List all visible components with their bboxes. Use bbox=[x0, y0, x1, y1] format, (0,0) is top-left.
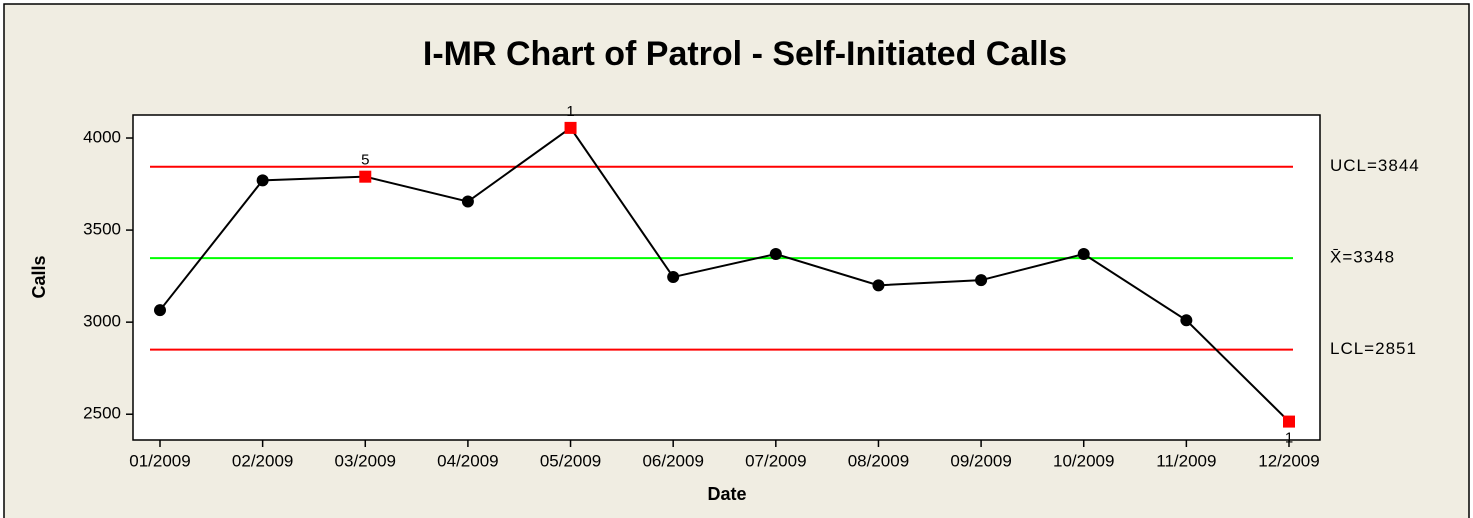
point bbox=[667, 271, 680, 284]
x-tick-label: 12/2009 bbox=[1258, 451, 1319, 470]
x-tick-label: 01/2009 bbox=[129, 451, 190, 470]
x-tick-label: 03/2009 bbox=[335, 451, 396, 470]
point-label: 5 bbox=[361, 152, 369, 169]
plot-area bbox=[132, 114, 1321, 441]
point bbox=[461, 195, 474, 208]
x-tick-label: 10/2009 bbox=[1053, 451, 1114, 470]
point bbox=[975, 274, 988, 287]
x-tick-label: 06/2009 bbox=[642, 451, 703, 470]
control-line-label: X̄=3348 bbox=[1330, 248, 1395, 267]
control-line-label: UCL=3844 bbox=[1330, 156, 1420, 175]
point bbox=[1077, 248, 1090, 261]
point bbox=[256, 174, 269, 187]
y-tick-label: 2500 bbox=[83, 404, 121, 423]
x-tick-label: 08/2009 bbox=[848, 451, 909, 470]
point-label: 1 bbox=[566, 103, 574, 120]
point bbox=[769, 248, 782, 261]
x-tick-label: 02/2009 bbox=[232, 451, 293, 470]
y-tick-label: 3500 bbox=[83, 220, 121, 239]
point-label: 1 bbox=[1285, 430, 1293, 447]
flagged-point bbox=[359, 170, 372, 183]
flagged-point bbox=[1283, 415, 1295, 428]
chart-title: I-MR Chart of Patrol - Self-Initiated Ca… bbox=[423, 35, 1067, 73]
y-axis-label: Calls bbox=[29, 255, 49, 298]
x-tick-label: 11/2009 bbox=[1156, 451, 1216, 470]
point bbox=[872, 279, 885, 292]
flagged-point bbox=[564, 121, 577, 134]
series-line bbox=[159, 126, 1290, 423]
x-tick-label: 07/2009 bbox=[745, 451, 806, 470]
y-tick-label: 3000 bbox=[83, 312, 121, 331]
point bbox=[1180, 314, 1193, 327]
x-tick-label: 09/2009 bbox=[950, 451, 1011, 470]
control-line-label: LCL=2851 bbox=[1330, 339, 1417, 358]
point bbox=[154, 304, 166, 317]
x-tick-label: 04/2009 bbox=[437, 451, 498, 470]
y-tick-label: 4000 bbox=[83, 128, 121, 147]
x-axis-label: Date bbox=[707, 484, 746, 504]
x-tick-label: 05/2009 bbox=[540, 451, 601, 470]
